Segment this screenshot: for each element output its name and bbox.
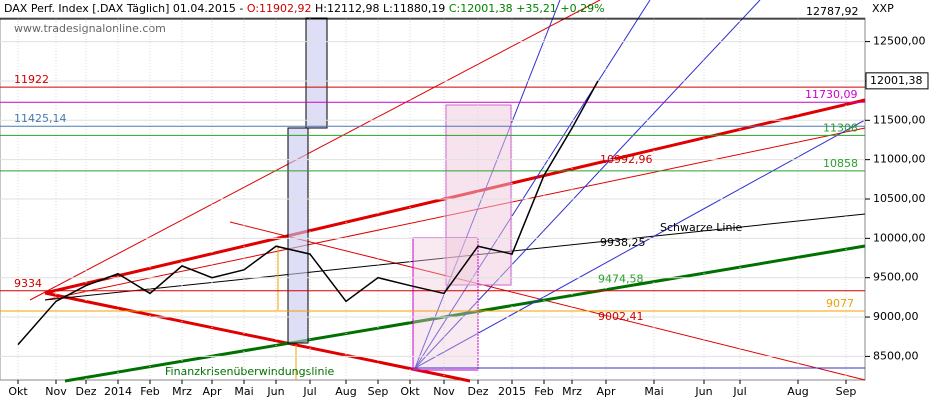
x-tick-label: Jun [694, 385, 712, 398]
last-price-label: 12001,38 [870, 74, 923, 87]
annotation: Schwarze Linie [660, 221, 743, 234]
x-tick-label: Feb [140, 385, 159, 398]
x-tick-label: Apr [596, 385, 616, 398]
x-tick-label: Apr [202, 385, 222, 398]
x-tick-label: Nov [433, 385, 455, 398]
level-label: 11425,14 [14, 112, 67, 125]
x-tick-label: Sep [836, 385, 857, 398]
x-tick-label: Okt [400, 385, 420, 398]
y-tick-label: 10500,00 [873, 192, 926, 205]
x-tick-label: Mai [234, 385, 253, 398]
title-part: C:12001,38 +35,21 +0,29% [449, 2, 605, 15]
axis-label: XXP [872, 2, 894, 15]
level-label: 9334 [14, 277, 42, 290]
y-tick-label: 9000,00 [873, 310, 919, 323]
last-price-box [865, 72, 929, 90]
title-part: O:11902,92 [247, 2, 312, 15]
price-line [17, 80, 599, 346]
title-part: DAX Perf. Index [.DAX Täglich] 01.04.201… [4, 2, 247, 15]
x-tick-label: Mrz [562, 385, 582, 398]
x-tick-label: Jun [266, 385, 284, 398]
title-part: H:12112,98 L:11880,19 [312, 2, 449, 15]
x-tick-label: Aug [787, 385, 808, 398]
chart-title: DAX Perf. Index [.DAX Täglich] 01.04.201… [4, 2, 605, 15]
level-label: 10858 [823, 157, 858, 170]
x-tick-label: Dez [467, 385, 488, 398]
line-value-label: 9474,58 [598, 273, 644, 286]
y-tick-label: 8500,00 [873, 349, 919, 362]
annotation: Finanzkrisenüberwindungslinie [165, 365, 335, 378]
x-tick-label: Nov [45, 385, 67, 398]
y-tick-label: 10000,00 [873, 231, 926, 244]
x-tick-label: Jul [732, 385, 746, 398]
y-tick-label: 9500,00 [873, 271, 919, 284]
level-label: 11922 [14, 73, 49, 86]
y-tick-label: 11500,00 [873, 113, 926, 126]
x-tick-label: Sep [368, 385, 389, 398]
line-value-label: 9938,25 [600, 236, 646, 249]
x-tick-label: Mai [644, 385, 663, 398]
x-tick-label: 2014 [104, 385, 132, 398]
x-tick-label: Dez [75, 385, 96, 398]
x-tick-label: Okt [8, 385, 28, 398]
x-tick-label: Aug [335, 385, 356, 398]
level-label: 11308 [823, 121, 858, 134]
y-tick-label: 11000,00 [873, 153, 926, 166]
watermark: www.tradesignalonline.com [14, 22, 166, 35]
line-value-label: 10992,96 [600, 153, 653, 166]
level-label: 9077 [826, 297, 854, 310]
x-tick-label: 2015 [498, 385, 526, 398]
y-tick-label: 12500,00 [873, 35, 926, 48]
x-tick-label: Mrz [172, 385, 192, 398]
level-label: 12787,92 [806, 5, 859, 18]
x-tick-label: Feb [534, 385, 553, 398]
line-value-label: 9002,41 [598, 310, 644, 323]
level-label: 11730,09 [805, 88, 858, 101]
x-tick-label: Jul [302, 385, 316, 398]
